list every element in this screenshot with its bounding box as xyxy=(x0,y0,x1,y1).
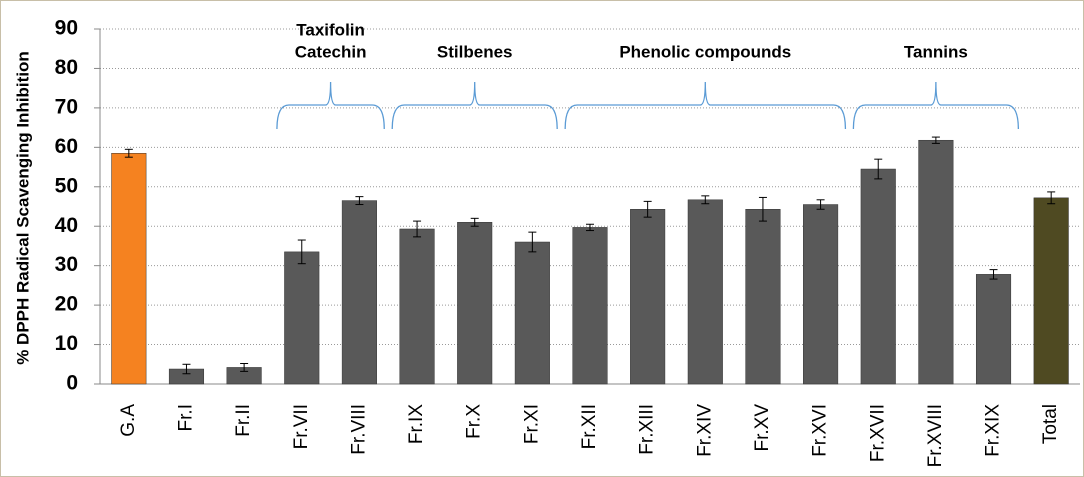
bar xyxy=(687,199,723,385)
bar xyxy=(918,139,954,385)
group-label: Tannins xyxy=(904,42,968,61)
x-tick-label: Fr.VIII xyxy=(348,404,369,455)
bar xyxy=(341,200,377,385)
y-tick-label: 10 xyxy=(55,332,78,355)
x-tick-label: Total xyxy=(1040,404,1061,444)
y-tick-label: 0 xyxy=(66,372,78,395)
x-tick-label: Fr.II xyxy=(233,404,254,437)
x-tick-label: Fr.I xyxy=(175,404,196,431)
group-label: Stilbenes xyxy=(437,42,513,61)
error-bar xyxy=(874,158,883,180)
x-tick-label: Fr.X xyxy=(464,404,485,439)
y-axis-label: % DPPH Radical Scavenging Inhibition xyxy=(13,51,32,365)
error-bar xyxy=(701,195,710,205)
bar xyxy=(514,241,550,385)
bar xyxy=(975,274,1012,385)
x-tick-label: Fr.XIV xyxy=(694,404,715,457)
x-tick-label: Fr.XI xyxy=(521,404,542,444)
y-tick-label: 20 xyxy=(55,293,78,316)
error-bar xyxy=(355,196,364,206)
y-tick-label: 90 xyxy=(55,17,78,40)
bar xyxy=(803,204,839,385)
group-label: Taxifolin xyxy=(296,20,365,39)
y-tick-label: 40 xyxy=(55,214,78,237)
group-label: Catechin xyxy=(295,42,367,61)
bar xyxy=(457,222,493,385)
error-bar xyxy=(413,220,422,238)
y-tick-label: 80 xyxy=(55,56,78,79)
x-tick-label: Fr.XIX xyxy=(983,404,1004,457)
error-bar xyxy=(989,269,998,280)
group-brace xyxy=(391,81,558,130)
error-bar xyxy=(528,231,537,253)
x-tick-label: Fr.XV xyxy=(752,404,773,452)
x-tick-label: G.A xyxy=(118,404,139,437)
error-bar xyxy=(643,200,652,218)
error-bar xyxy=(1047,191,1056,205)
y-tick-label: 50 xyxy=(55,174,78,197)
x-tick-label: Fr.IX xyxy=(406,404,427,444)
error-bar xyxy=(758,196,767,222)
x-tick-label: Fr.XVII xyxy=(867,404,888,462)
bar xyxy=(1033,197,1069,385)
bar xyxy=(745,209,781,385)
y-tick-label: 30 xyxy=(55,253,78,276)
x-tick-label: Fr.VII xyxy=(291,404,312,449)
group-brace xyxy=(852,81,1019,130)
error-bar xyxy=(297,239,306,265)
bar xyxy=(284,251,320,385)
error-bar xyxy=(931,136,940,144)
group-brace xyxy=(564,81,847,130)
bar xyxy=(572,227,608,385)
group-label: Phenolic compounds xyxy=(619,42,791,61)
error-bar xyxy=(470,217,479,227)
x-tick-label: Fr.XII xyxy=(579,404,600,449)
bar xyxy=(860,168,896,385)
error-bar xyxy=(124,148,133,158)
y-tick-label: 60 xyxy=(55,135,78,158)
x-tick-label: Fr.XVIII xyxy=(925,404,946,467)
bar xyxy=(399,228,435,385)
group-brace xyxy=(276,81,385,130)
x-tick-label: Fr.XIII xyxy=(637,404,658,455)
y-tick-label: 70 xyxy=(55,95,78,118)
error-bar xyxy=(240,362,249,372)
x-tick-label: Fr.XVI xyxy=(810,404,831,457)
error-bar xyxy=(182,363,191,375)
error-bar xyxy=(816,199,825,210)
error-bar xyxy=(586,223,594,232)
bar xyxy=(111,153,147,385)
bar xyxy=(630,209,666,385)
